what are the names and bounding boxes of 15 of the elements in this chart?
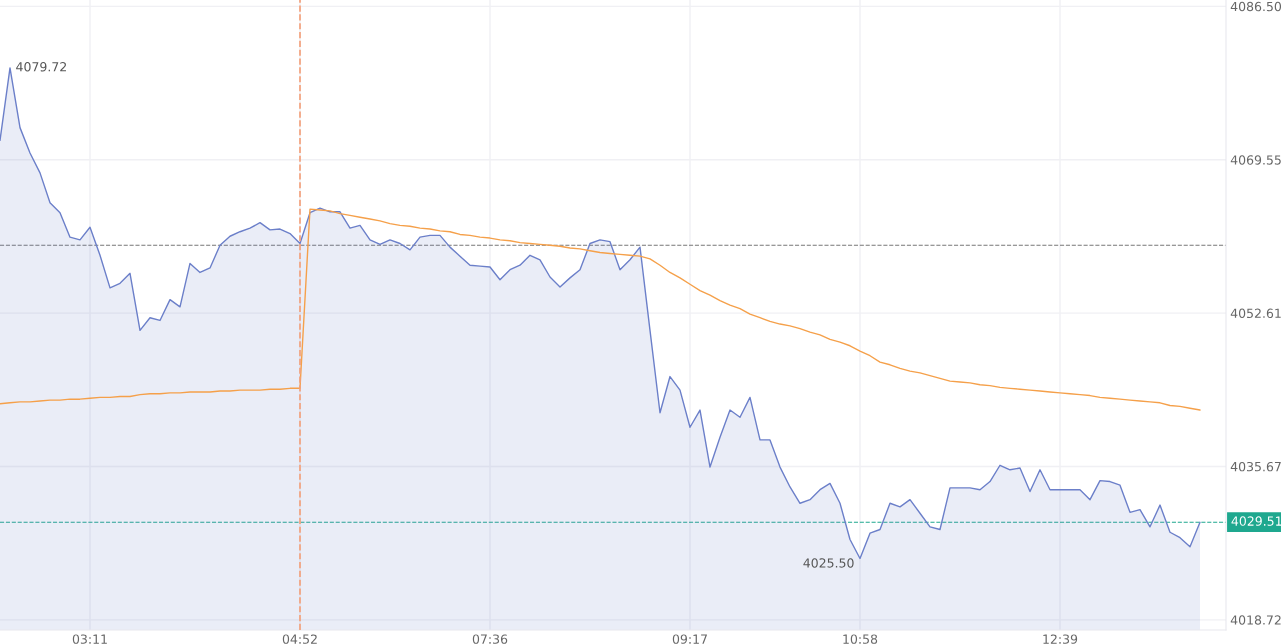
y-tick-label: 4035.67: [1230, 461, 1281, 472]
x-tick-label: 12:39: [1043, 634, 1078, 644]
line-series: [0, 208, 1201, 411]
y-tick-label: 4052.61: [1230, 308, 1281, 319]
x-tick-label: 07:36: [472, 634, 508, 644]
y-tick-label: 4069.55: [1230, 155, 1281, 165]
x-tick-label: 09:17: [672, 634, 707, 644]
y-tick-label: 4018.72: [1230, 615, 1281, 625]
y-tick-label: 4086.50: [1230, 1, 1281, 12]
x-tick-label: 03:11: [72, 634, 107, 644]
x-tick-label: 04:52: [282, 634, 317, 644]
annotation: 4079.72: [16, 62, 66, 72]
ref-line-label: 4029.51: [1231, 516, 1281, 526]
annotation: 4025.50: [803, 558, 854, 568]
x-tick-label: 10:58: [843, 634, 878, 644]
